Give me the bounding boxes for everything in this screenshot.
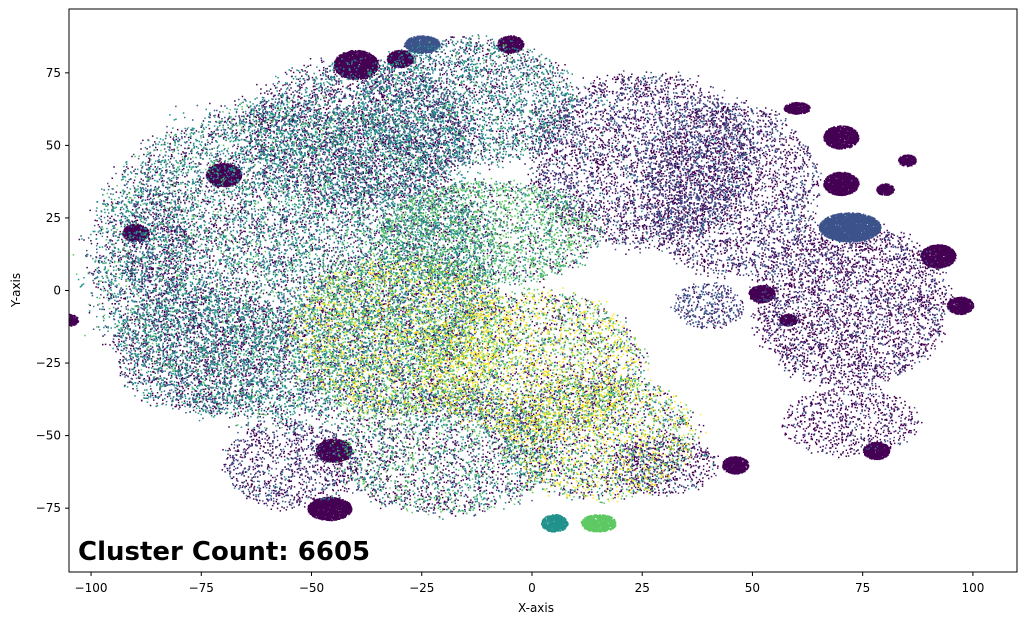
x-tick-label: −25: [409, 581, 434, 595]
x-tick-label: −50: [299, 581, 324, 595]
y-axis-ticks: −75 −50 −25 0 25 50 75: [36, 66, 69, 515]
x-tick-label: −75: [189, 581, 214, 595]
x-axis-ticks: −100 −75 −50 −25 0 25 50 75 100: [75, 572, 984, 595]
x-tick-label: −100: [75, 581, 108, 595]
y-tick-label: 0: [53, 284, 61, 298]
x-tick-label: 100: [961, 581, 984, 595]
scatter-series-color-0: [69, 35, 975, 522]
y-axis-label: Y-axis: [9, 273, 23, 308]
scatter-series-color-2: [77, 35, 752, 533]
x-tick-label: 75: [855, 581, 870, 595]
x-tick-label: 50: [745, 581, 760, 595]
y-tick-label: 75: [46, 66, 61, 80]
y-tick-label: −50: [36, 429, 61, 443]
x-tick-label: 0: [528, 581, 536, 595]
y-tick-label: −25: [36, 356, 61, 370]
data-points: [69, 34, 975, 533]
y-tick-label: 25: [46, 211, 61, 225]
cluster-count-annotation: Cluster Count: 6605: [78, 537, 370, 567]
y-tick-label: 50: [46, 138, 61, 152]
x-axis-label: X-axis: [518, 601, 554, 615]
x-tick-label: 25: [635, 581, 650, 595]
y-tick-label: −75: [36, 501, 61, 515]
